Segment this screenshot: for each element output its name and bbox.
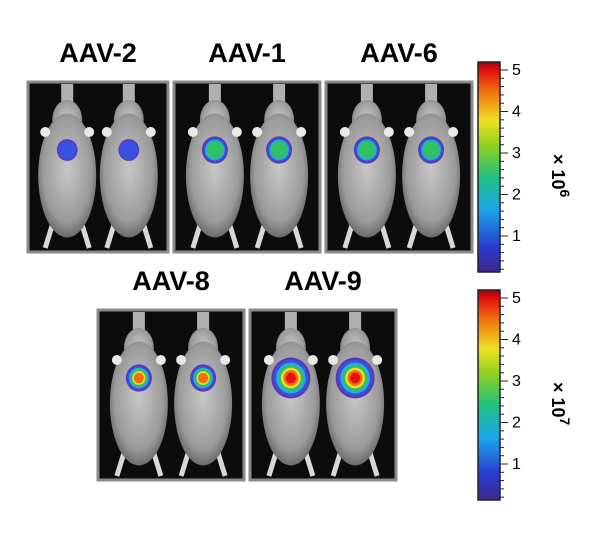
mouse-ear (145, 127, 156, 137)
colorbar-tick-label: 5 (512, 62, 521, 79)
panel-label: AAV-8 (132, 266, 210, 296)
mouse-ear (448, 127, 459, 137)
colorbar-tick-label: 3 (512, 145, 521, 162)
colorbar-multiplier: × 107 (548, 382, 573, 426)
colorbar-tick-label: 5 (512, 290, 521, 307)
colorbar-tick-label: 2 (512, 187, 521, 204)
signal-blob (422, 141, 440, 159)
colorbar-exponent: 7 (557, 418, 573, 426)
panel-label: AAV-6 (360, 38, 438, 68)
colorbar-scale (477, 61, 501, 273)
colorbar: 1 2 3 4 5 × 106 (477, 61, 573, 273)
mouse-body (250, 113, 309, 238)
colorbar-tick-label: 1 (512, 228, 521, 245)
mouse-ear (383, 127, 394, 137)
mouse-body (185, 113, 244, 238)
colorbar-tick-label: 4 (512, 104, 521, 121)
colorbar-exponent: 6 (557, 190, 573, 198)
mouse-ear (339, 127, 350, 137)
signal-blob (358, 141, 376, 159)
mouse-body (38, 113, 97, 238)
mouse-ear (176, 355, 187, 365)
mouse-ear (328, 355, 339, 365)
mouse-ear (252, 127, 263, 137)
signal-blob (206, 141, 224, 159)
panel-label: AAV-9 (284, 266, 362, 296)
image-panel: AAV-2 (26, 38, 170, 254)
mouse-body (99, 113, 158, 238)
panel-label: AAV-1 (208, 38, 286, 68)
mouse-body (174, 341, 233, 466)
mouse-ear (372, 355, 383, 365)
colorbar-tick-label: 1 (512, 456, 521, 473)
colorbar-multiplier: × 106 (548, 154, 573, 198)
colorbar: 1 2 3 4 5 × 107 (477, 289, 573, 501)
signal-blob (285, 372, 296, 384)
mouse-ear (101, 127, 112, 137)
mouse-ear (231, 127, 242, 137)
signal-blob (270, 141, 288, 159)
mouse-body (402, 113, 461, 238)
mouse-ear (307, 355, 318, 365)
colorbar-tick-label: 4 (512, 332, 521, 349)
mouse-body (337, 113, 396, 238)
mouse-ear (263, 355, 274, 365)
stage-post (61, 84, 74, 106)
mouse-ear (187, 127, 198, 137)
colorbar-tick-label: 2 (512, 415, 521, 432)
mouse-ear (111, 355, 122, 365)
mouse-ear (220, 355, 231, 365)
mouse-body (109, 341, 168, 466)
panel-label: AAV-2 (59, 38, 137, 68)
mouse-ear (155, 355, 166, 365)
colorbar-scale (477, 289, 501, 501)
mouse-ear (84, 127, 95, 137)
colorbar-tick-label: 3 (512, 373, 521, 390)
mouse-ear (404, 127, 415, 137)
signal-blob (119, 140, 138, 160)
signal-blob (198, 372, 209, 384)
signal-blob (133, 372, 144, 384)
signal-blob (58, 140, 77, 160)
mouse-ear (40, 127, 51, 137)
image-panel: AAV-9 (248, 266, 398, 482)
image-panel: AAV-1 (172, 38, 322, 254)
image-panel: AAV-8 (96, 266, 246, 482)
mouse-ear (296, 127, 307, 137)
image-panel: AAV-6 (324, 38, 474, 254)
signal-blob (350, 372, 361, 384)
